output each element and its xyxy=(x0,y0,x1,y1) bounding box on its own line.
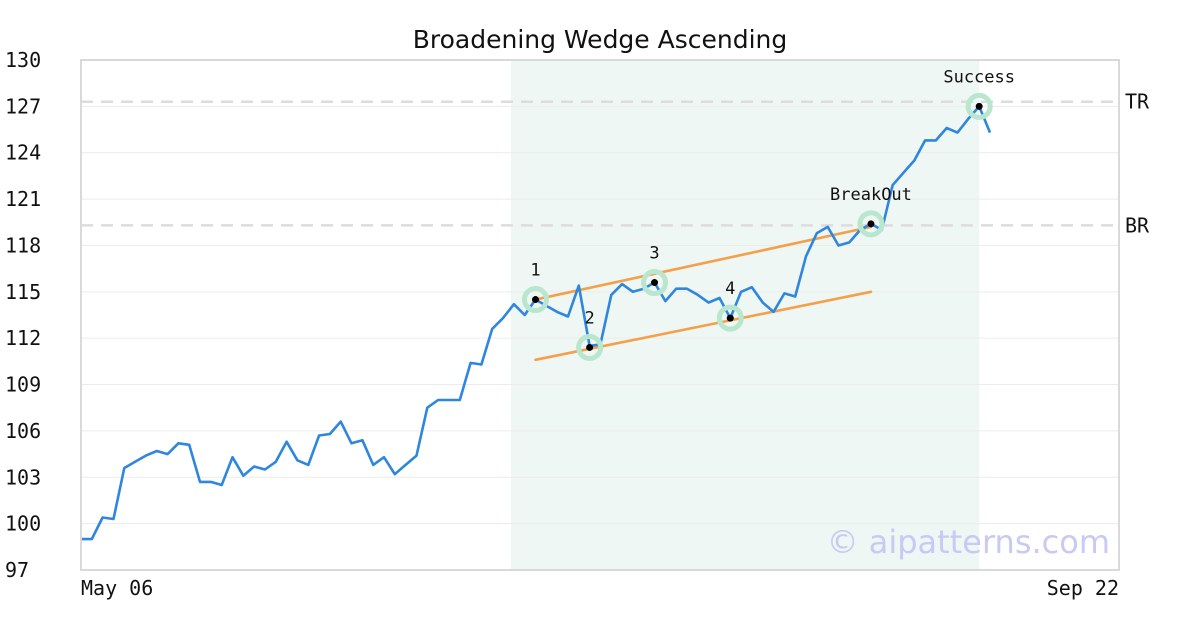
level-label: TR xyxy=(1125,90,1150,114)
y-tick-label: 121 xyxy=(5,187,41,211)
point-marker xyxy=(726,314,734,322)
y-tick-label: 115 xyxy=(5,280,41,304)
pattern-region-layer xyxy=(510,60,980,570)
point-label: 3 xyxy=(649,244,659,264)
y-tick-label: 118 xyxy=(5,233,41,257)
chart-title: Broadening Wedge Ascending xyxy=(413,25,788,54)
y-tick-label: 103 xyxy=(5,465,41,489)
point-label: 4 xyxy=(725,279,735,299)
level-label: BR xyxy=(1125,213,1150,237)
point-halo xyxy=(716,304,744,332)
pattern-points-layer: 1 2 3 4 BreakOut Success xyxy=(522,67,1015,361)
x-tick-label: May 06 xyxy=(81,576,153,600)
point-marker xyxy=(867,220,875,228)
x-axis-ticks: May 06 Sep 22 xyxy=(81,576,1119,600)
pattern-region xyxy=(510,60,980,570)
point-halo xyxy=(522,286,549,314)
y-tick-label: 97 xyxy=(5,558,29,582)
point-label: BreakOut xyxy=(830,185,912,205)
y-tick-label: 124 xyxy=(5,141,41,165)
level-lines-layer: TR BR xyxy=(81,90,1150,237)
y-tick-label: 100 xyxy=(5,512,41,536)
y-tick-label: 109 xyxy=(5,373,41,397)
point-halo xyxy=(857,210,885,238)
point-marker xyxy=(586,343,594,351)
point-halo xyxy=(965,92,993,120)
point-marker xyxy=(975,102,983,110)
point-label: 1 xyxy=(530,261,540,281)
y-tick-label: 127 xyxy=(5,94,41,118)
point-halo xyxy=(641,269,669,297)
y-tick-label: 130 xyxy=(5,48,41,72)
y-axis-ticks: 97 100 103 106 109 112 115 118 121 124 127 130 xyxy=(5,48,41,582)
point-label: Success xyxy=(943,67,1015,87)
y-tick-label: 112 xyxy=(5,326,41,350)
point-halo xyxy=(576,333,604,361)
x-tick-label: Sep 22 xyxy=(1047,576,1119,600)
y-tick-label: 106 xyxy=(5,419,41,443)
point-marker xyxy=(651,279,659,287)
point-marker xyxy=(532,296,539,304)
point-label: 2 xyxy=(584,308,594,328)
plot-frame xyxy=(80,59,1120,571)
watermark: © aipatterns.com xyxy=(827,523,1110,561)
